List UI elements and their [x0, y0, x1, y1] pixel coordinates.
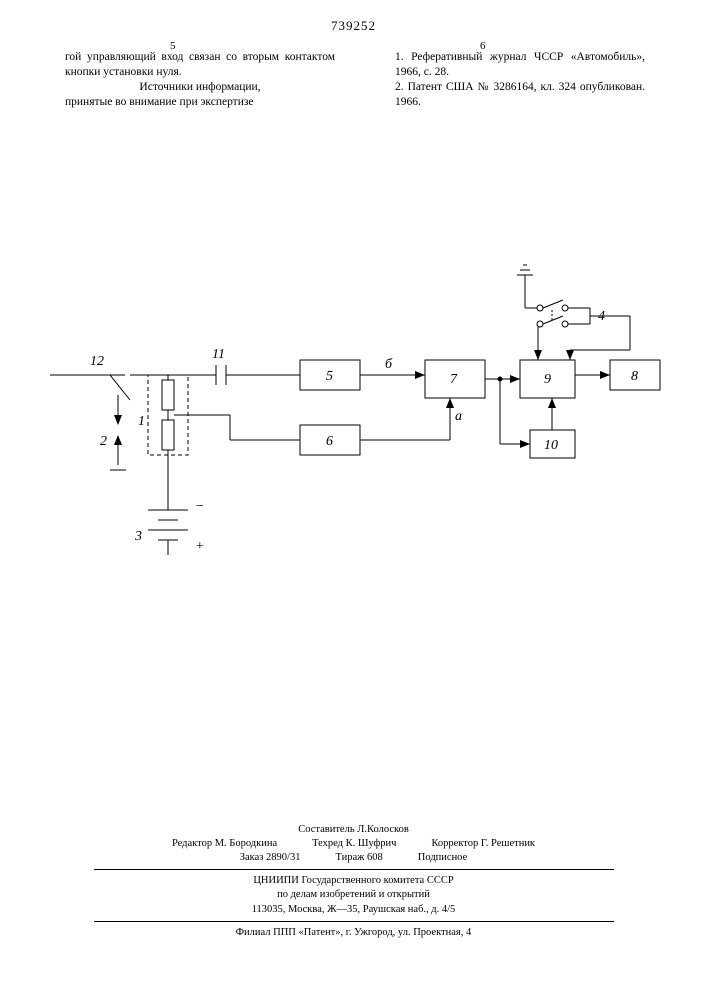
- org2: по делам изобретений и открытий: [0, 888, 707, 902]
- left-p2: Источники информации,: [65, 80, 335, 95]
- subscription: Подписное: [418, 851, 467, 865]
- node-4-label: 4: [598, 309, 605, 324]
- left-p3: принятые во внимание при экспертизе: [65, 95, 335, 110]
- wire-label-b: б: [385, 357, 393, 372]
- tech-editor: Техред К. Шуфрич: [312, 837, 396, 851]
- node-2-label: 2: [100, 434, 107, 449]
- svg-text:−: −: [195, 499, 204, 514]
- credits-block: Составитель Л.Колосков Редактор М. Бород…: [0, 823, 707, 940]
- right-column: 1. Реферативный журнал ЧССР «Автомобиль»…: [375, 50, 645, 110]
- org1: ЦНИИПИ Государственного комитета СССР: [0, 874, 707, 888]
- node-6-label: 6: [326, 434, 333, 449]
- order: Заказ 2890/31: [240, 851, 301, 865]
- divider-1: [94, 869, 614, 870]
- right-p1: 1. Реферативный журнал ЧССР «Автомобиль»…: [395, 50, 645, 80]
- left-column: гой управляющий вход связан со вторым ко…: [65, 50, 335, 110]
- addr1: 113035, Москва, Ж—35, Раушская наб., д. …: [0, 903, 707, 917]
- node-8-label: 8: [631, 369, 638, 384]
- node-9-label: 9: [544, 372, 551, 387]
- circuit-diagram: 12 2 1 −: [30, 220, 670, 580]
- addr2: Филиал ППП «Патент», г. Ужгород, ул. Про…: [0, 926, 707, 940]
- divider-2: [94, 921, 614, 922]
- node-1-label: 1: [138, 414, 145, 429]
- compiler: Составитель Л.Колосков: [0, 823, 707, 837]
- right-p2: 2. Патент США № 3286164, кл. 324 опублик…: [395, 80, 645, 110]
- node-12-label: 12: [90, 354, 104, 369]
- patent-number: 739252: [0, 18, 707, 34]
- svg-text:+: +: [195, 539, 204, 554]
- left-p1: гой управляющий вход связан со вторым ко…: [65, 50, 335, 80]
- corrector: Корректор Г. Решетник: [431, 837, 535, 851]
- page: 739252 5 6 гой управляющий вход связан с…: [0, 0, 707, 1000]
- print-run: Тираж 608: [335, 851, 382, 865]
- node-7-label: 7: [450, 372, 458, 387]
- editor: Редактор М. Бородкина: [172, 837, 277, 851]
- wire-label-a: а: [455, 409, 462, 424]
- node-5-label: 5: [326, 369, 333, 384]
- node-11-label: 11: [212, 347, 225, 362]
- node-3-label: 3: [134, 529, 142, 544]
- node-10-label: 10: [544, 438, 558, 453]
